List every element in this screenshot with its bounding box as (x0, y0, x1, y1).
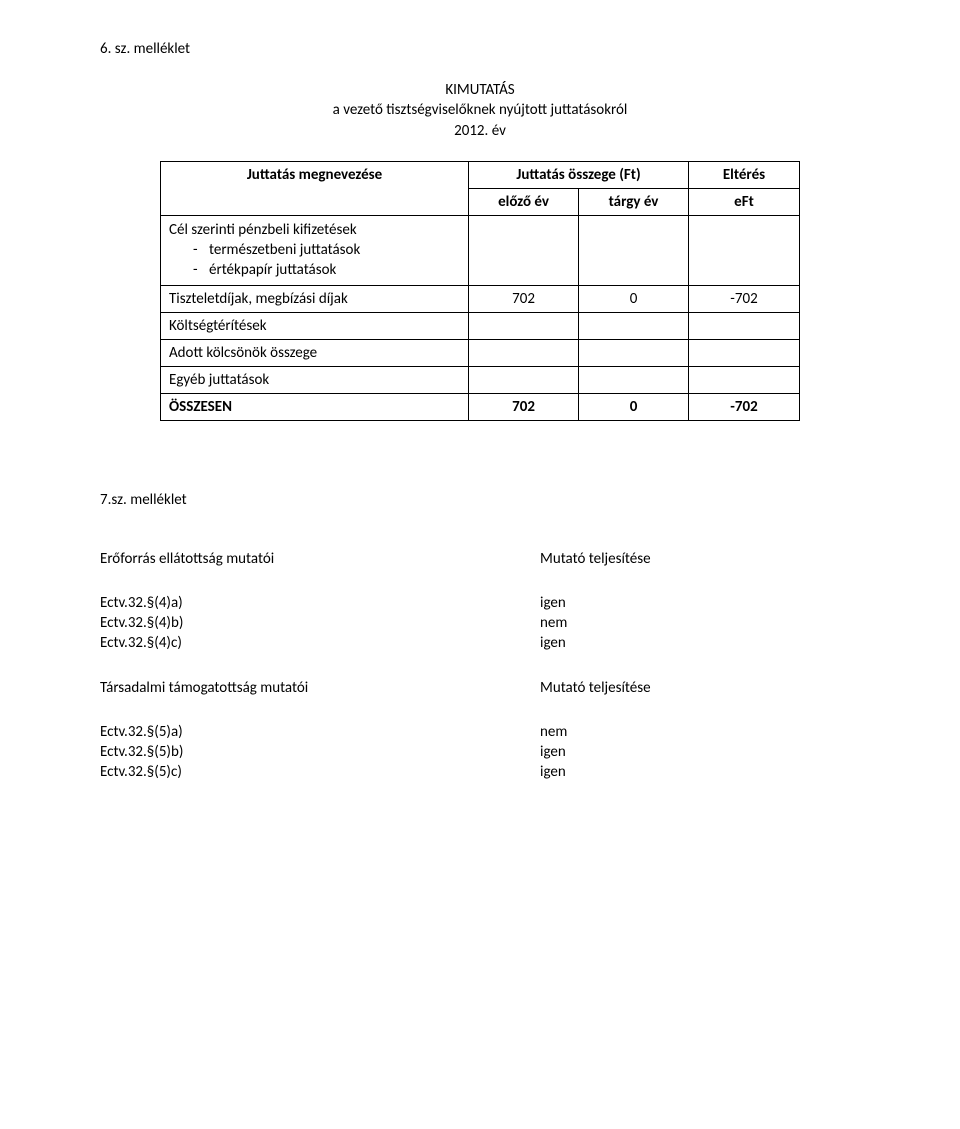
cell-prev (469, 312, 579, 339)
title-line1: KIMUTATÁS (100, 80, 860, 100)
cell-curr (579, 366, 689, 393)
support-item-value: nem (540, 722, 800, 742)
cell-curr: 0 (579, 393, 689, 420)
title-line3: 2012. év (100, 121, 860, 141)
resource-item: Ectv.32.§(4)a) igen (100, 593, 860, 613)
cell-label: Tiszteletdíjak, megbízási díjak (161, 285, 469, 312)
resource-heading-row: Erőforrás ellátottság mutatói Mutató tel… (100, 549, 860, 569)
cell-curr: 0 (579, 285, 689, 312)
cell-diff (688, 312, 799, 339)
fulfillment-heading: Mutató teljesítése (540, 549, 800, 569)
th-diff-unit: eFt (688, 188, 799, 215)
support-item-key: Ectv.32.§(5)b) (100, 742, 540, 762)
fulfillment-heading-2: Mutató teljesítése (540, 678, 800, 698)
title-line2: a vezető tisztségviselőknek nyújtott jut… (100, 100, 860, 120)
cell-label: Egyéb juttatások (161, 366, 469, 393)
table-row: Költségtérítések (161, 312, 800, 339)
resource-item-value: nem (540, 613, 800, 633)
support-item: Ectv.32.§(5)a) nem (100, 722, 860, 742)
resource-item-key: Ectv.32.§(4)a) (100, 593, 540, 613)
cell-label: Cél szerinti pénzbeli kifizetések - term… (161, 215, 469, 285)
resource-item-key: Ectv.32.§(4)c) (100, 633, 540, 653)
cell-prev (469, 339, 579, 366)
dash-icon: - (193, 240, 209, 260)
row0-sub1-text: természetbeni juttatások (209, 240, 360, 260)
row0-main: Cél szerinti pénzbeli kifizetések (169, 220, 460, 240)
resource-item-value: igen (540, 633, 800, 653)
support-item-value: igen (540, 742, 800, 762)
cell-label: ÖSSZESEN (161, 393, 469, 420)
cell-prev: 702 (469, 393, 579, 420)
th-diff: Eltérés (688, 161, 799, 188)
th-curr-year: tárgy év (579, 188, 689, 215)
support-item: Ectv.32.§(5)c) igen (100, 762, 860, 782)
table-row: Cél szerinti pénzbeli kifizetések - term… (161, 215, 800, 285)
appendix6-title: KIMUTATÁS a vezető tisztségviselőknek ny… (100, 80, 860, 141)
cell-curr (579, 339, 689, 366)
cell-prev (469, 366, 579, 393)
resource-item: Ectv.32.§(4)b) nem (100, 613, 860, 633)
cell-diff (688, 339, 799, 366)
allowances-table: Juttatás megnevezése Juttatás összege (F… (160, 161, 800, 421)
page: 6. sz. melléklet KIMUTATÁS a vezető tisz… (0, 0, 960, 1129)
support-item: Ectv.32.§(5)b) igen (100, 742, 860, 762)
support-heading: Társadalmi támogatottság mutatói (100, 678, 540, 698)
table-header-row-1: Juttatás megnevezése Juttatás összege (F… (161, 161, 800, 188)
cell-diff (688, 366, 799, 393)
th-amount-group: Juttatás összege (Ft) (469, 161, 689, 188)
table-row: Adott kölcsönök összege (161, 339, 800, 366)
cell-diff (688, 215, 799, 285)
cell-curr (579, 215, 689, 285)
support-item-key: Ectv.32.§(5)c) (100, 762, 540, 782)
dash-icon: - (193, 260, 209, 280)
support-item-value: igen (540, 762, 800, 782)
resource-item: Ectv.32.§(4)c) igen (100, 633, 860, 653)
resource-heading: Erőforrás ellátottság mutatói (100, 549, 540, 569)
th-name: Juttatás megnevezése (161, 161, 469, 215)
table-row: Egyéb juttatások (161, 366, 800, 393)
table-row-total: ÖSSZESEN 702 0 -702 (161, 393, 800, 420)
appendix6-label: 6. sz. melléklet (100, 40, 860, 58)
cell-diff: -702 (688, 393, 799, 420)
th-prev-year: előző év (469, 188, 579, 215)
row0-sub2-text: értékpapír juttatások (209, 260, 336, 280)
support-heading-row: Társadalmi támogatottság mutatói Mutató … (100, 678, 860, 698)
support-item-key: Ectv.32.§(5)a) (100, 722, 540, 742)
appendix7-label: 7.sz. melléklet (100, 491, 860, 509)
cell-label: Adott kölcsönök összege (161, 339, 469, 366)
cell-prev: 702 (469, 285, 579, 312)
row0-sub2: - értékpapír juttatások (169, 260, 460, 280)
row0-sub1: - természetbeni juttatások (169, 240, 460, 260)
cell-label: Költségtérítések (161, 312, 469, 339)
resource-item-value: igen (540, 593, 800, 613)
resource-item-key: Ectv.32.§(4)b) (100, 613, 540, 633)
cell-prev (469, 215, 579, 285)
cell-diff: -702 (688, 285, 799, 312)
cell-curr (579, 312, 689, 339)
appendix7-section: 7.sz. melléklet Erőforrás ellátottság mu… (100, 491, 860, 783)
table-row: Tiszteletdíjak, megbízási díjak 702 0 -7… (161, 285, 800, 312)
